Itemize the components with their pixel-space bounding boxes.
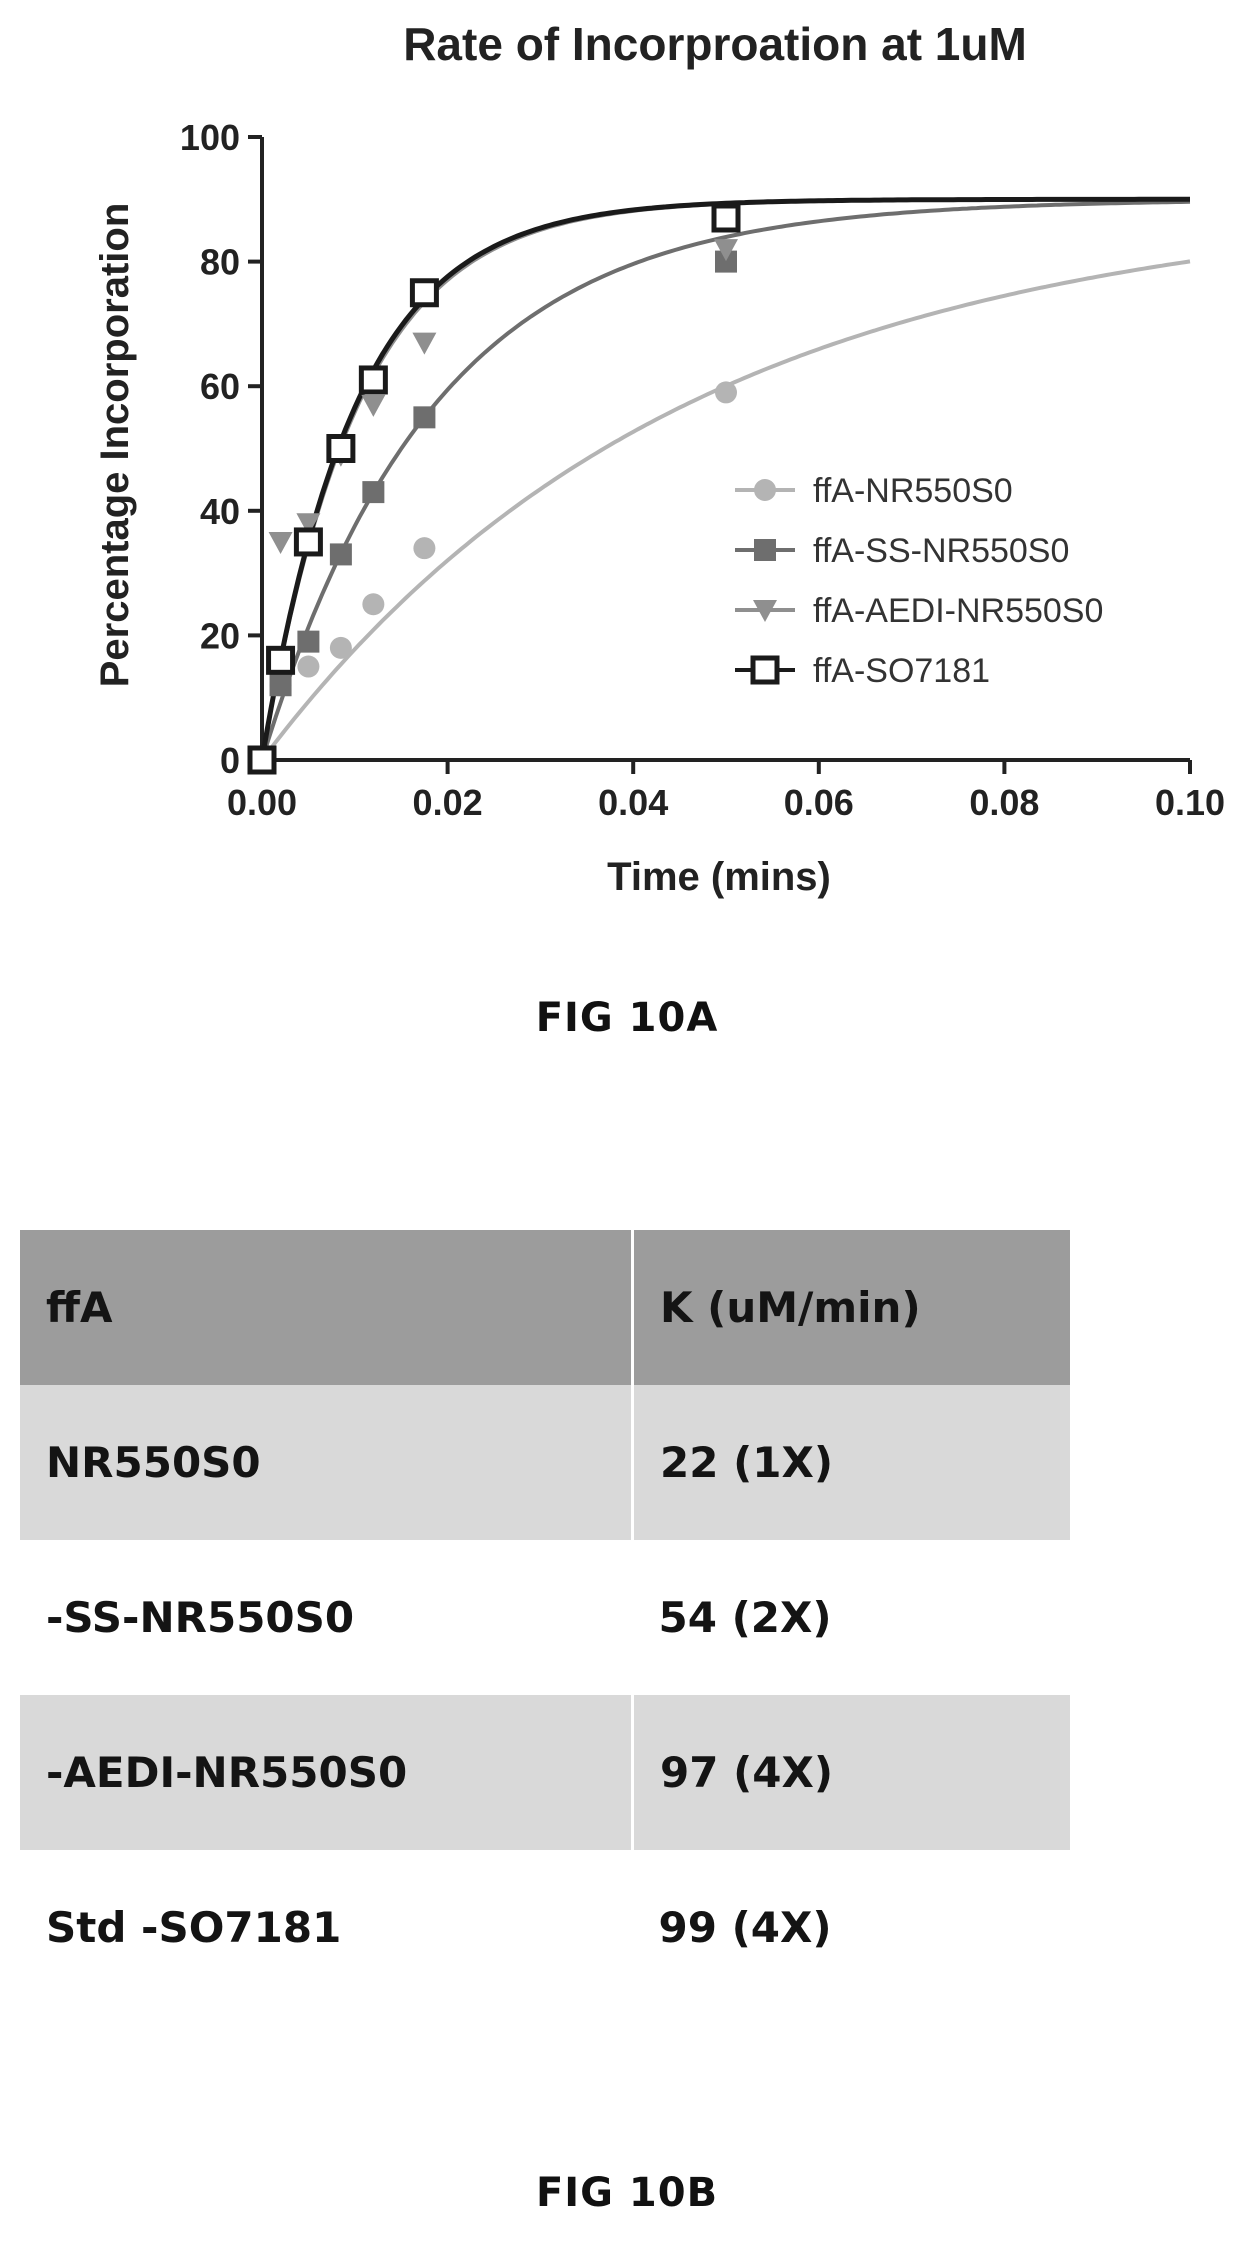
x-tick-label: 0.02 xyxy=(413,782,483,823)
data-point-series-3 xyxy=(268,531,293,554)
x-tick-label: 0.00 xyxy=(227,782,297,823)
y-tick-label: 0 xyxy=(220,740,240,781)
chart-title: Rate of Incorproation at 1uM xyxy=(403,18,1027,70)
data-point-series-1 xyxy=(413,537,436,560)
axes: 0 20 40 60 80 100 0.00 0.02 0.04 0.06 0.08 0.10 xyxy=(180,117,1225,823)
data-point-series-3 xyxy=(714,239,738,262)
fit-curve-3 xyxy=(260,197,1190,761)
legend-marker xyxy=(754,539,776,561)
data-point-series-2 xyxy=(413,406,436,429)
header-ffa: ffA xyxy=(20,1230,634,1385)
y-tick-label: 60 xyxy=(200,366,240,407)
legend-label: ffA-AEDI-NR550S0 xyxy=(813,592,1103,630)
y-tick-label: 100 xyxy=(180,117,240,158)
figure-10b-label: FIG 10B xyxy=(535,2170,719,2216)
x-axis-label: Time (mins) xyxy=(607,855,831,899)
data-point-series-2 xyxy=(297,630,320,653)
data-point-series-4 xyxy=(409,278,439,308)
x-tick-label: 0.06 xyxy=(784,782,854,823)
table-row: Std -SO7181 99 (4X) xyxy=(20,1850,1070,2005)
table-header-row: ffA K (uM/min) xyxy=(20,1230,1070,1385)
fit-curve-1 xyxy=(260,259,1191,762)
data-point-series-4 xyxy=(711,203,741,233)
legend-label: ffA-SS-NR550S0 xyxy=(813,532,1069,570)
table-row: -AEDI-NR550S0 97 (4X) xyxy=(20,1695,1070,1850)
data-points xyxy=(247,203,741,775)
y-tick-label: 20 xyxy=(200,615,240,656)
legend: ffA-NR550S0 ffA-SS-NR550S0 ffA-AEDI-NR550S… xyxy=(735,472,1103,690)
legend-marker xyxy=(750,655,780,685)
cell-k: 54 (2X) xyxy=(632,1540,1070,1695)
data-point-series-2 xyxy=(329,543,352,566)
figure-10a-label: FIG 10A xyxy=(535,995,719,1041)
incorporation-chart: Rate of Incorproation at 1uM Percentage … xyxy=(93,18,1225,899)
cell-k: 22 (1X) xyxy=(632,1385,1070,1540)
fit-curve-4 xyxy=(259,196,1190,761)
cell-ffa: -AEDI-NR550S0 xyxy=(20,1695,634,1850)
cell-ffa: NR550S0 xyxy=(20,1385,634,1540)
x-tick-label: 0.10 xyxy=(1155,782,1225,823)
header-k: K (uM/min) xyxy=(632,1230,1070,1385)
data-point-series-1 xyxy=(715,381,737,404)
data-point-series-1 xyxy=(362,593,385,616)
data-point-series-3 xyxy=(412,332,437,355)
data-point-series-2 xyxy=(362,481,385,504)
data-point-series-1 xyxy=(297,655,320,678)
rate-table-grid: ffA K (uM/min) NR550S0 22 (1X) -SS-NR550… xyxy=(20,1230,1070,2005)
legend-marker xyxy=(753,600,777,622)
data-point-series-2 xyxy=(269,674,292,697)
table-row: -SS-NR550S0 54 (2X) xyxy=(20,1540,1070,1695)
legend-marker xyxy=(754,479,776,501)
y-axis-label: Percentage Incorporation xyxy=(93,203,137,688)
cell-ffa: -SS-NR550S0 xyxy=(20,1540,633,1695)
x-tick-label: 0.08 xyxy=(969,782,1039,823)
cell-ffa: Std -SO7181 xyxy=(20,1850,633,2005)
y-tick-label: 80 xyxy=(200,242,240,283)
fit-curves xyxy=(259,196,1191,762)
cell-k: 97 (4X) xyxy=(632,1695,1070,1850)
data-point-series-4 xyxy=(293,527,323,557)
data-point-series-3 xyxy=(296,513,321,536)
legend-label: ffA-NR550S0 xyxy=(813,472,1013,510)
cell-k: 99 (4X) xyxy=(632,1850,1070,2005)
data-point-series-4 xyxy=(326,434,356,463)
data-point-series-4 xyxy=(358,365,388,395)
data-point-series-2 xyxy=(715,250,737,273)
data-point-series-4 xyxy=(266,645,296,675)
y-tick-label: 40 xyxy=(200,491,240,532)
data-point-series-1 xyxy=(329,636,352,659)
data-point-series-3 xyxy=(361,394,386,417)
rate-table: ffA K (uM/min) NR550S0 22 (1X) -SS-NR550… xyxy=(20,1230,1070,2005)
data-point-series-4 xyxy=(247,745,277,775)
legend-label: ffA-SO7181 xyxy=(813,652,990,690)
table-row: NR550S0 22 (1X) xyxy=(20,1385,1070,1540)
x-tick-label: 0.04 xyxy=(598,782,668,823)
